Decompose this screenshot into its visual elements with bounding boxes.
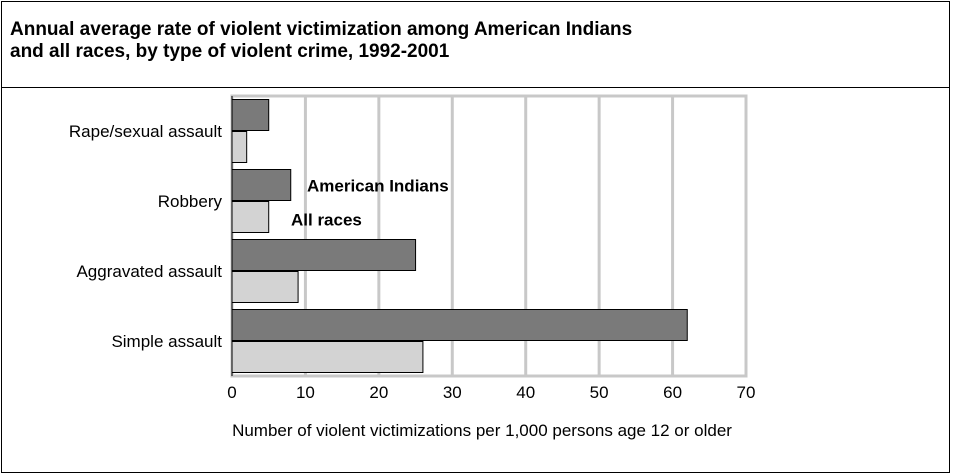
chart-title-line-1: Annual average rate of violent victimiza…	[10, 19, 633, 40]
bar-all-races-simple-assault	[231, 341, 424, 373]
x-tick-label-70: 70	[737, 383, 756, 402]
x-tick-label-20: 20	[369, 383, 388, 402]
x-tick-label-10: 10	[296, 383, 315, 402]
x-tick-label-40: 40	[516, 383, 535, 402]
legend-label-american-indians: American Indians	[307, 177, 449, 196]
bar-american-indians-rape-sexual-assault	[231, 99, 270, 131]
title-band: Annual average rate of violent victimiza…	[2, 2, 949, 88]
bar-american-indians-robbery	[231, 169, 292, 201]
bar-all-races-robbery	[231, 201, 270, 233]
x-tick-label-50: 50	[590, 383, 609, 402]
category-label-simple-assault: Simple assault	[111, 332, 222, 351]
bar-all-races-aggravated-assault	[231, 271, 299, 303]
chart-title-line-2: and all races, by type of violent crime,…	[10, 41, 450, 62]
category-label-robbery: Robbery	[158, 192, 223, 211]
category-label-aggravated-assault: Aggravated assault	[76, 262, 222, 281]
bar-all-races-rape-sexual-assault	[231, 131, 248, 163]
bars	[231, 99, 688, 373]
x-axis-label: Number of violent victimizations per 1,0…	[232, 421, 732, 440]
chart-title: Annual average rate of violent victimiza…	[10, 19, 910, 63]
labels: 0 10 20 30 40 50 60 70 Rape/sexual assault Robber…	[69, 122, 756, 440]
category-label-rape-sexual-assault: Rape/sexual assault	[69, 122, 222, 141]
x-tick-label-30: 30	[443, 383, 462, 402]
bar-american-indians-simple-assault	[231, 309, 688, 341]
legend-label-all-races: All races	[291, 211, 362, 230]
x-tick-label-0: 0	[227, 383, 236, 402]
bar-american-indians-aggravated-assault	[231, 239, 417, 271]
x-tick-label-60: 60	[663, 383, 682, 402]
